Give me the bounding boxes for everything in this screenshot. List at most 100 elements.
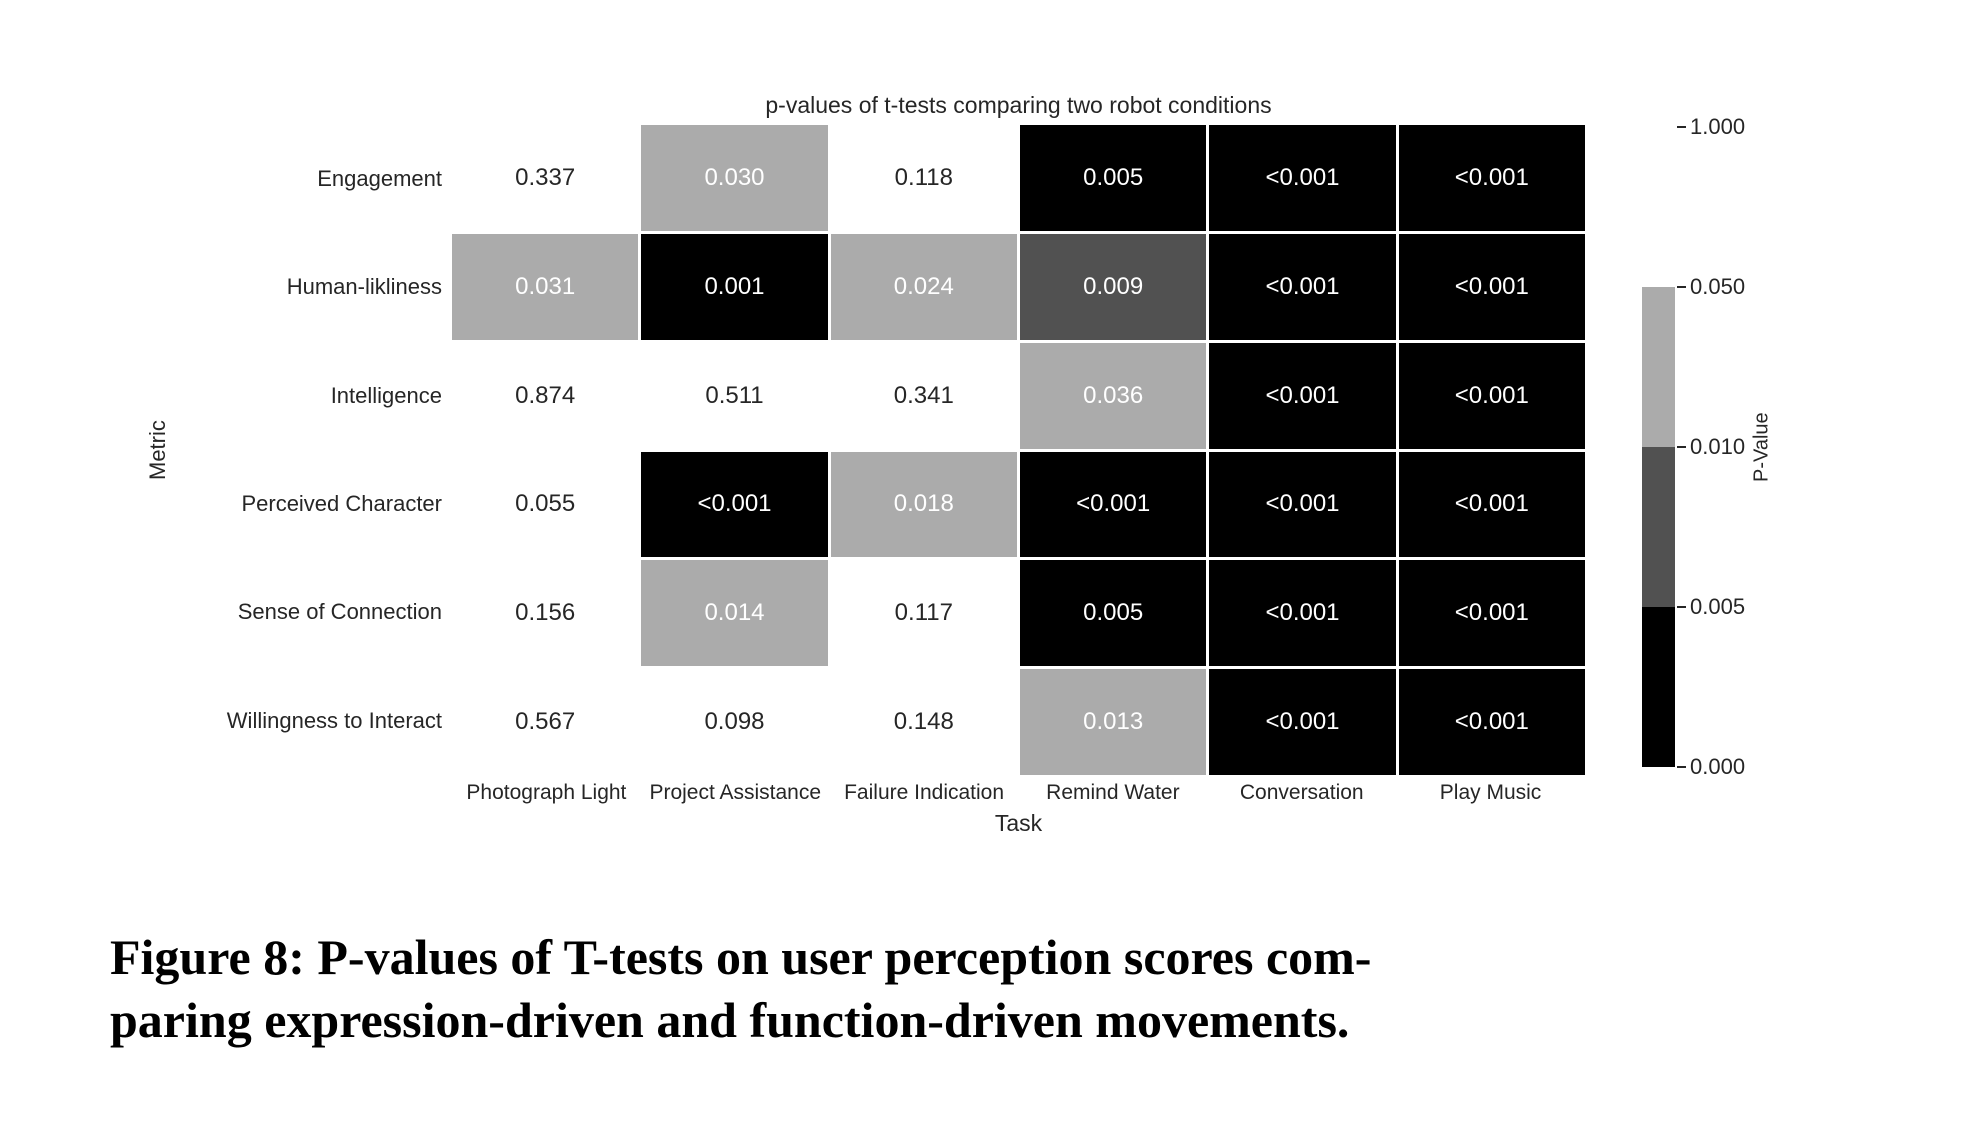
heatmap-cell: 0.341: [830, 342, 1017, 449]
heatmap-cell: 0.567: [452, 669, 639, 775]
cell-value: 0.013: [1083, 708, 1144, 736]
heatmap-cell: <0.001: [1398, 669, 1585, 775]
cell-value: 0.118: [894, 163, 953, 191]
cell-value: 0.036: [1083, 381, 1144, 409]
colorbar-segment: [1642, 607, 1675, 767]
column-label: Remind Water: [1046, 781, 1180, 804]
cell-value: 0.511: [705, 381, 764, 409]
heatmap-cell: 0.098: [641, 669, 828, 775]
cell-value: 0.055: [515, 490, 576, 518]
cell-value: 0.117: [894, 599, 953, 627]
heatmap-cell: <0.001: [1209, 451, 1396, 558]
colorbar: 1.000 0.050 0.010 0.005 0.000: [1642, 114, 1745, 779]
row-label: Perceived Character: [241, 491, 442, 517]
colorbar-segment: [1642, 127, 1675, 287]
column-labels: Photograph Light Project Assistance Failur…: [452, 781, 1585, 805]
colorbar-tick: [1677, 606, 1686, 608]
heatmap-cell: <0.001: [641, 451, 828, 558]
colorbar-segment: [1642, 447, 1675, 607]
colorbar-tick: [1677, 126, 1686, 128]
row-labels: Engagement Human-likliness Intelligence Per…: [0, 125, 442, 775]
colorbar-segment: [1642, 287, 1675, 447]
heatmap-cell: 0.024: [830, 233, 1017, 340]
row-label: Engagement: [317, 166, 442, 192]
cell-value: 0.031: [515, 272, 576, 300]
heatmap-cell: <0.001: [1209, 233, 1396, 340]
cell-value: 0.098: [704, 708, 765, 736]
heatmap-cell: 0.014: [641, 560, 828, 667]
cell-value: <0.001: [1454, 708, 1529, 736]
heatmap-cell: 0.009: [1019, 233, 1207, 340]
heatmap-cell: <0.001: [1398, 560, 1585, 667]
cell-value: 0.030: [704, 163, 765, 191]
heatmap-cell: <0.001: [1398, 125, 1585, 231]
heatmap-cell: <0.001: [1209, 669, 1396, 775]
colorbar-tick-label: 0.010: [1690, 434, 1746, 459]
colorbar-tick: [1677, 286, 1686, 288]
heatmap-cell: 0.030: [641, 125, 828, 231]
row-label: Sense of Connection: [237, 599, 442, 625]
colorbar-tick-label: 0.000: [1690, 754, 1746, 779]
row-label: Intelligence: [330, 382, 442, 408]
colorbar-tick: [1677, 766, 1686, 768]
cell-value: 0.024: [893, 272, 954, 300]
heatmap-cell: <0.001: [1019, 451, 1207, 558]
heatmap-cell: 0.874: [452, 342, 639, 449]
heatmap-cell: <0.001: [1209, 560, 1396, 667]
row-label: Human-likliness: [286, 274, 442, 300]
heatmap-cell: <0.001: [1209, 125, 1396, 231]
cell-value: 0.001: [704, 272, 765, 300]
column-label: Conversation: [1239, 781, 1364, 804]
heatmap-cell: 0.036: [1019, 342, 1207, 449]
figure-caption: Figure 8: P-values of T-tests on user pe…: [110, 926, 1810, 1052]
cell-value: <0.001: [1076, 490, 1151, 518]
cell-value: 0.337: [515, 163, 576, 191]
colorbar-tick-label: 0.050: [1690, 274, 1746, 299]
heatmap-cell: 0.117: [830, 560, 1017, 667]
chart-title: p-values of t-tests comparing two robot …: [765, 92, 1272, 118]
cell-value: <0.001: [1265, 163, 1340, 191]
row-label: Willingness to Interact: [226, 707, 442, 733]
x-axis-label: Task: [994, 810, 1043, 836]
heatmap-cell: <0.001: [1398, 342, 1585, 449]
cell-value: <0.001: [1454, 599, 1529, 627]
heatmap-cell: <0.001: [1209, 342, 1396, 449]
column-label: Play Music: [1439, 781, 1542, 804]
column-label: Project Assistance: [649, 781, 822, 804]
heatmap-cell: 0.005: [1019, 560, 1207, 667]
cell-value: <0.001: [1265, 599, 1340, 627]
cell-value: 0.341: [893, 381, 954, 409]
heatmap-cell: 0.055: [452, 451, 639, 558]
heatmap-grid: 0.337 0.030 0.118 0.005 <0.001 <0.001 0.031 0.0…: [452, 125, 1585, 775]
cell-value: <0.001: [1454, 490, 1529, 518]
cell-value: 0.156: [515, 599, 576, 627]
heatmap-cell: 0.118: [830, 125, 1017, 231]
cell-value: 0.567: [515, 708, 576, 736]
colorbar-tick: [1677, 446, 1686, 448]
cell-value: <0.001: [1265, 708, 1340, 736]
cell-value: <0.001: [1454, 381, 1529, 409]
heatmap-cell: 0.031: [452, 233, 639, 340]
cell-value: 0.009: [1083, 272, 1144, 300]
cell-value: <0.001: [1454, 272, 1529, 300]
cell-value: 0.005: [1083, 599, 1144, 627]
cell-value: <0.001: [1265, 272, 1340, 300]
cell-value: <0.001: [1454, 163, 1529, 191]
caption-line-1: Figure 8: P-values of T-tests on user pe…: [110, 929, 1372, 985]
cell-value: 0.018: [893, 490, 954, 518]
heatmap-cell: 0.001: [641, 233, 828, 340]
caption-line-2: paring expression-driven and function-dr…: [110, 992, 1350, 1048]
cell-value: <0.001: [1265, 381, 1340, 409]
heatmap-cell: 0.013: [1019, 669, 1207, 775]
heatmap-cell: 0.337: [452, 125, 639, 231]
heatmap-cell: <0.001: [1398, 233, 1585, 340]
cell-value: 0.874: [515, 381, 576, 409]
cell-value: <0.001: [1265, 490, 1340, 518]
colorbar-axis-label: P-Value: [1750, 412, 1773, 482]
heatmap-cell: <0.001: [1398, 451, 1585, 558]
cell-value: <0.001: [697, 490, 772, 518]
cell-value: 0.014: [704, 599, 765, 627]
colorbar-tick-label: 0.005: [1690, 594, 1746, 619]
colorbar-tick-label: 1.000: [1690, 114, 1746, 139]
